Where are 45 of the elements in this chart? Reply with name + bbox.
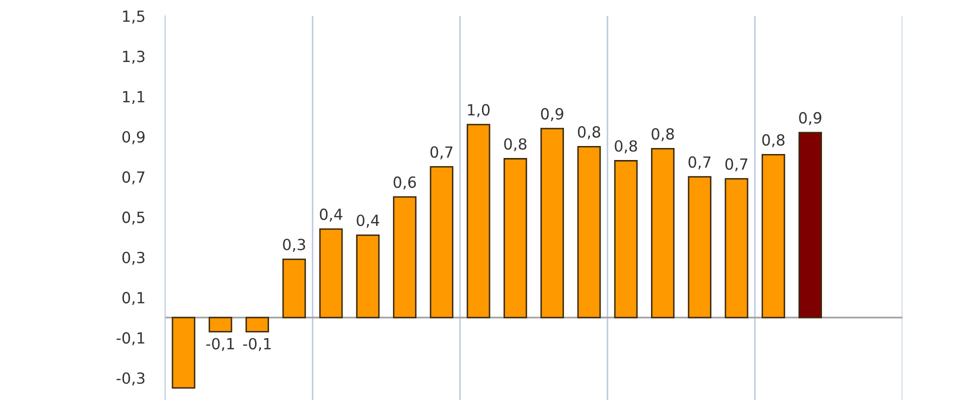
y-tick-label: 0,9 <box>122 131 145 144</box>
bar <box>282 258 306 318</box>
y-tick-label: -0,1 <box>116 332 144 346</box>
bar <box>466 124 490 318</box>
data-label: 0,4 <box>356 214 380 228</box>
y-tick-label: 0,7 <box>122 171 144 184</box>
data-label: 0,8 <box>614 140 638 154</box>
data-label: 0,8 <box>652 128 674 142</box>
bar <box>688 176 712 318</box>
bar <box>540 128 564 318</box>
bar <box>246 316 270 332</box>
bar <box>392 196 416 318</box>
bar <box>172 316 196 389</box>
bar <box>319 228 343 318</box>
data-label: 0,7 <box>430 146 452 160</box>
bar <box>762 154 786 318</box>
data-label: 0,9 <box>541 108 564 122</box>
data-label: 0,8 <box>504 138 526 152</box>
bar <box>504 158 528 318</box>
y-tick-label: 0,3 <box>122 252 144 265</box>
y-tick-label: -0,3 <box>116 372 144 386</box>
y-tick-label: 1,1 <box>123 91 144 104</box>
bar <box>208 316 232 332</box>
bar <box>614 160 638 318</box>
bar <box>724 178 748 318</box>
data-label: 0,7 <box>725 158 748 172</box>
bar <box>651 148 675 318</box>
y-tick-label: 0,1 <box>122 292 144 306</box>
data-label: 0,8 <box>762 134 784 148</box>
bar <box>430 166 454 318</box>
data-label: 0,9 <box>799 112 822 126</box>
data-label: 0,4 <box>320 208 342 222</box>
data-label: 0,7 <box>688 156 710 170</box>
data-label: 1,0 <box>468 104 490 118</box>
y-tick-label: 1,5 <box>123 10 144 24</box>
bar <box>798 132 822 318</box>
data-label: -0,1 <box>206 338 234 352</box>
data-label: 0,3 <box>283 238 306 252</box>
data-label: 0,6 <box>394 176 416 190</box>
bar <box>577 146 601 318</box>
data-label: -0,1 <box>243 338 271 352</box>
y-tick-label: 1,3 <box>123 50 144 64</box>
data-label: 0,8 <box>578 126 600 140</box>
bar <box>356 234 380 318</box>
y-tick-label: 0,5 <box>122 212 144 225</box>
